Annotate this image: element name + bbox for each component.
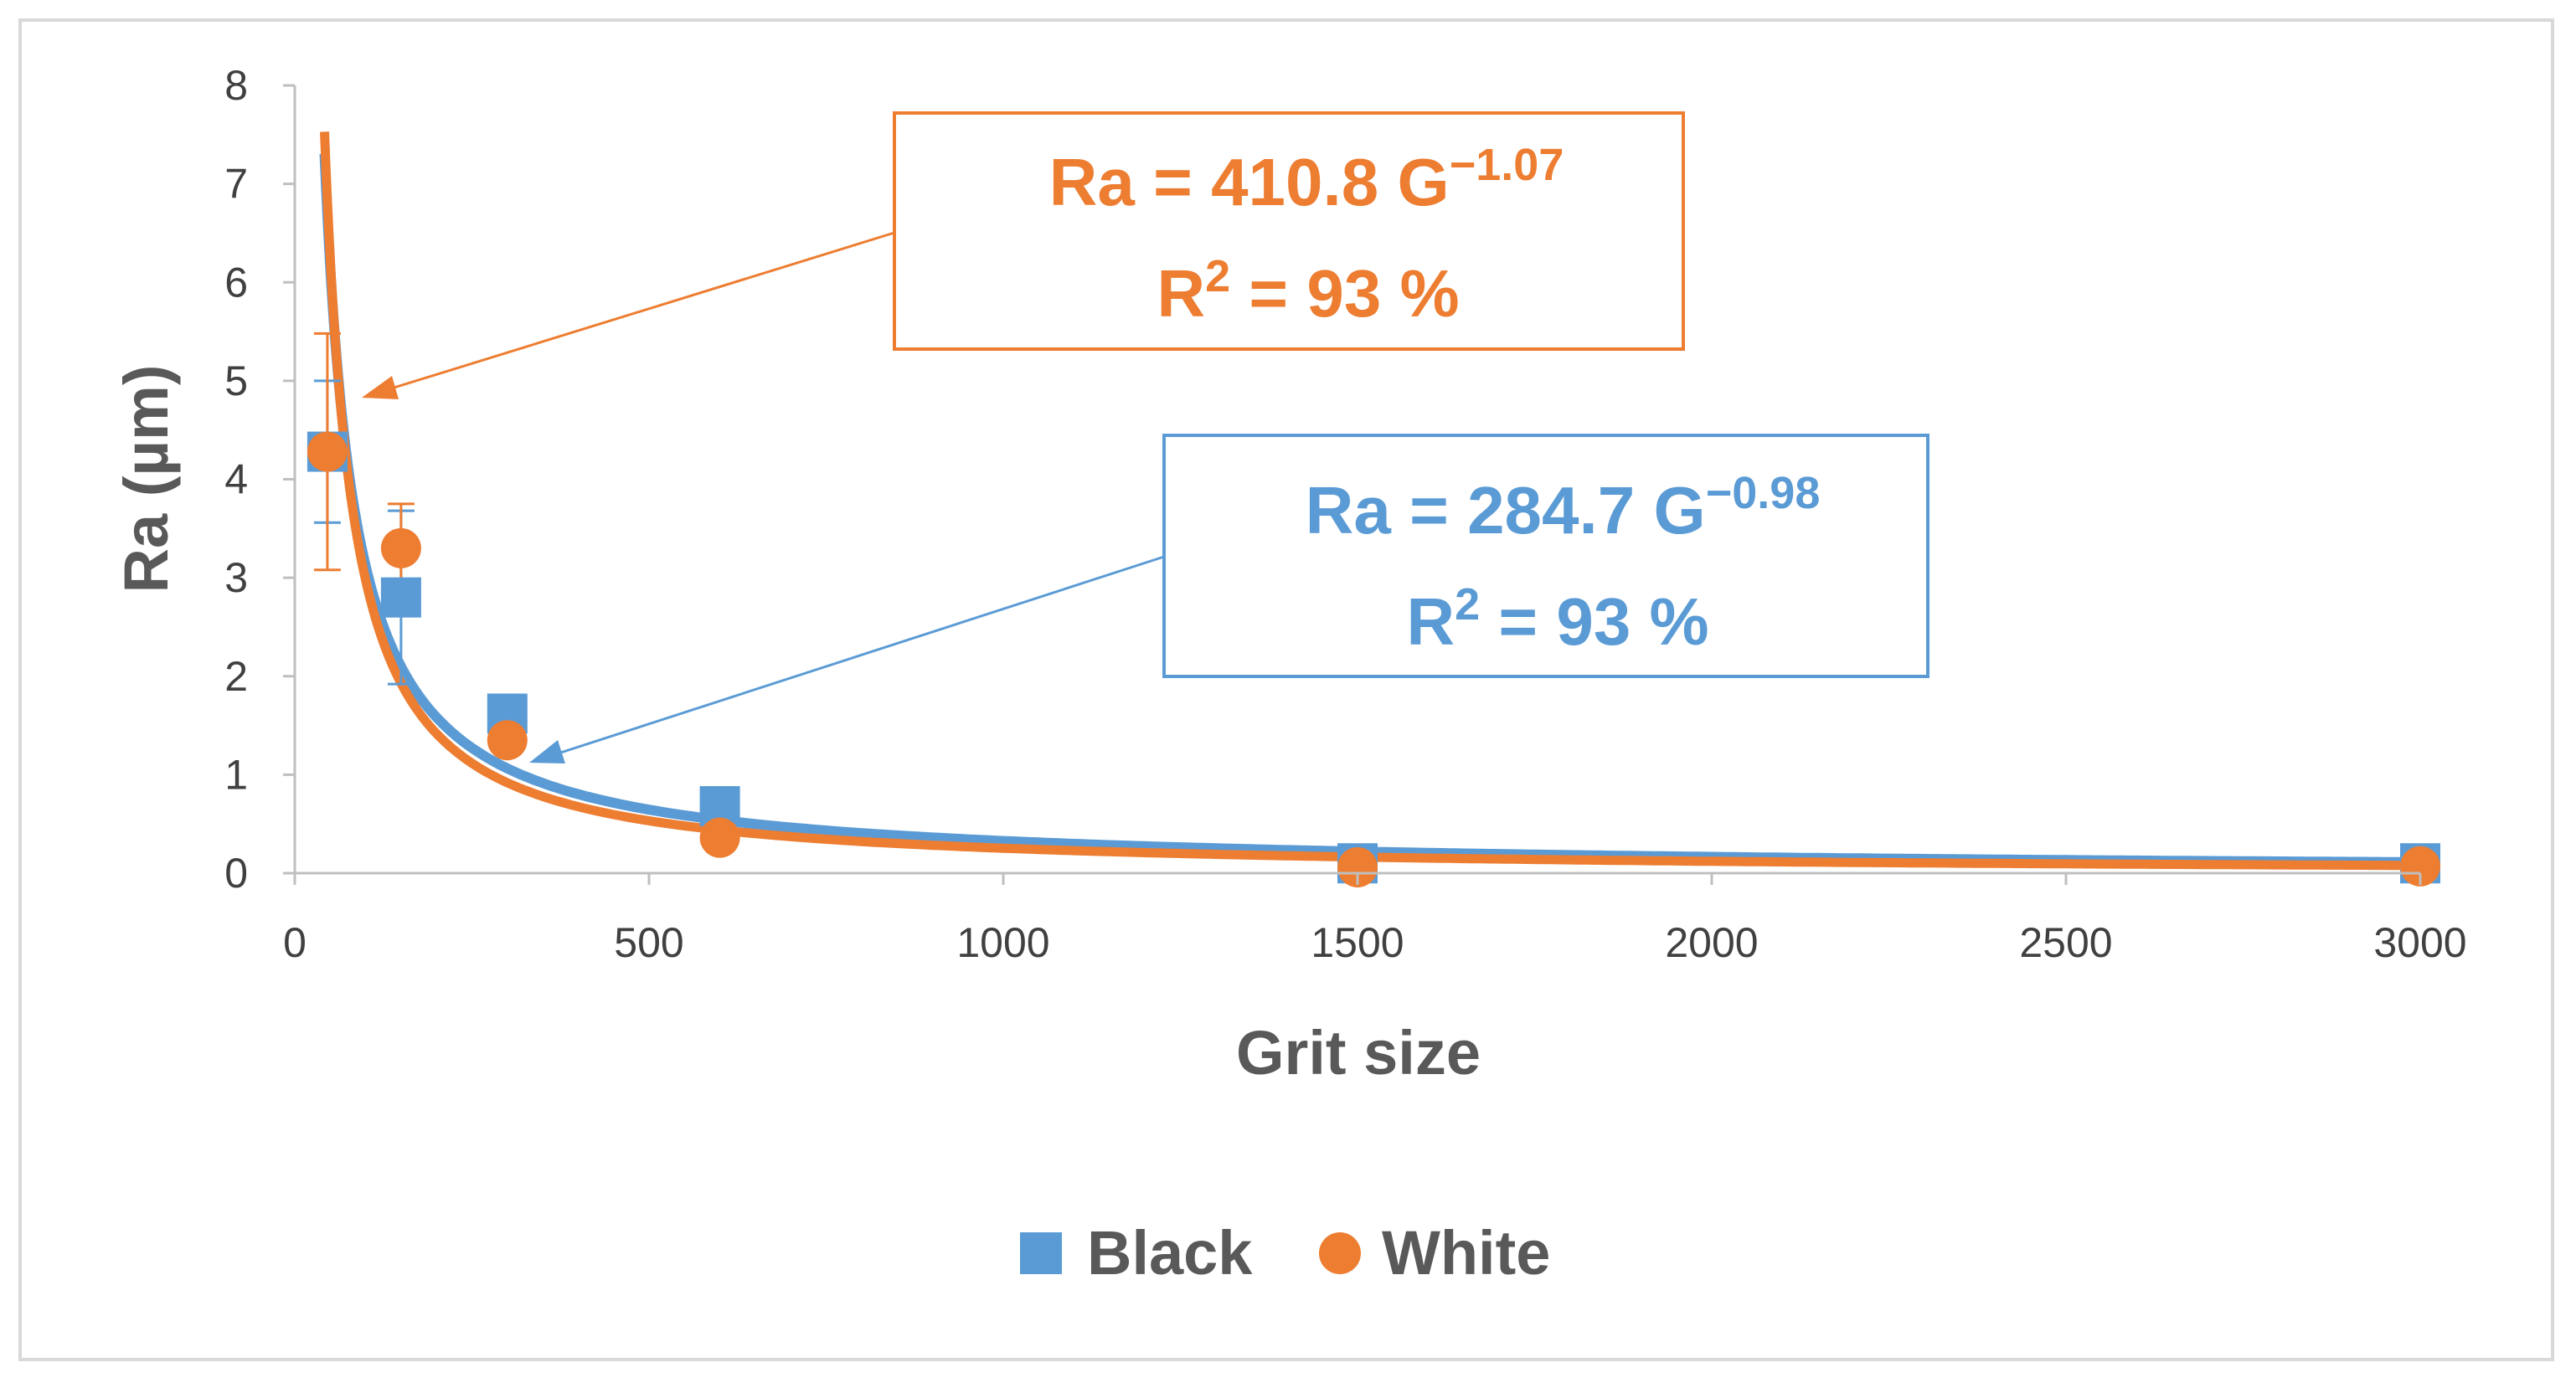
y-tick-label: 4 (224, 456, 248, 503)
equation-black-base: Ra = 284.7 G (1306, 473, 1706, 548)
point-white (380, 527, 421, 568)
annotation-black-box (1162, 434, 1929, 678)
y-ticks: 0 1 2 3 4 5 6 7 8 (224, 62, 295, 897)
point-white (1337, 846, 1378, 887)
x-tick-label: 0 (283, 919, 307, 966)
x-tick-label: 2500 (2019, 919, 2112, 966)
x-axis-title: Grit size (1236, 1018, 1481, 1087)
fit-curves (319, 131, 2420, 871)
point-white (307, 431, 348, 472)
y-tick-label: 2 (224, 653, 248, 700)
equation-black-exponent: −0.98 (1706, 468, 1821, 518)
x-tick-label: 3000 (2373, 919, 2466, 966)
r2-black-value: = 93 % (1480, 584, 1709, 659)
equation-white-base: Ra = 410.8 G (1049, 145, 1450, 219)
legend-marker-white (1319, 1232, 1361, 1274)
annotation-black-arrow (542, 555, 1165, 760)
annotation-black-equation: Ra = 284.7 G−0.98 (1306, 468, 1821, 548)
legend-label-white: White (1382, 1218, 1550, 1288)
annotation-black-arrowhead (529, 740, 565, 763)
chart-frame (18, 18, 2554, 1361)
annotation-white-r2: R2 = 93 % (1157, 251, 1459, 331)
y-tick-label: 0 (224, 850, 248, 897)
point-white (2400, 846, 2440, 887)
r2-white-value: = 93 % (1230, 256, 1460, 331)
y-tick-label: 7 (224, 161, 248, 208)
y-tick-label: 6 (224, 259, 248, 306)
legend: Black White (1020, 1218, 1550, 1288)
data-points (307, 431, 2440, 887)
equation-white-exponent: −1.07 (1450, 140, 1564, 190)
y-tick-label: 1 (224, 751, 248, 798)
legend-marker-black (1020, 1232, 1062, 1274)
annotation-white-arrow (374, 231, 895, 395)
legend-label-black: Black (1087, 1218, 1253, 1288)
annotation-black-r2: R2 = 93 % (1406, 579, 1708, 659)
r2-white-label: R (1157, 256, 1205, 331)
annotation-white-arrowhead (362, 376, 399, 399)
r2-black-superscript: 2 (1455, 579, 1480, 630)
x-tick-label: 1000 (956, 919, 1049, 966)
y-tick-label: 8 (224, 62, 248, 109)
r2-black-label: R (1406, 584, 1455, 659)
annotation-white-equation: Ra = 410.8 G−1.07 (1049, 140, 1564, 219)
point-black (380, 577, 421, 618)
x-tick-label: 500 (614, 919, 683, 966)
annotation-white-fit: Ra = 410.8 G−1.07 R2 = 93 % (362, 111, 1685, 399)
axes: 0 1 2 3 4 5 6 7 8 0 500 1000 1500 2000 2500 3000 (224, 62, 2466, 966)
x-ticks: 0 500 1000 1500 2000 2500 3000 (283, 873, 2467, 966)
y-axis-title: Ra (µm) (111, 365, 181, 594)
y-tick-label: 5 (224, 357, 248, 404)
x-tick-label: 1500 (1311, 919, 1404, 966)
y-tick-label: 3 (224, 554, 248, 601)
annotation-black-fit: Ra = 284.7 G−0.98 R2 = 93 % (529, 434, 1929, 763)
annotation-white-box (893, 111, 1685, 351)
point-white (487, 720, 528, 761)
point-white (699, 817, 740, 858)
fit-curve-white (320, 131, 2420, 871)
x-tick-label: 2000 (1665, 919, 1758, 966)
r2-white-superscript: 2 (1205, 251, 1230, 301)
